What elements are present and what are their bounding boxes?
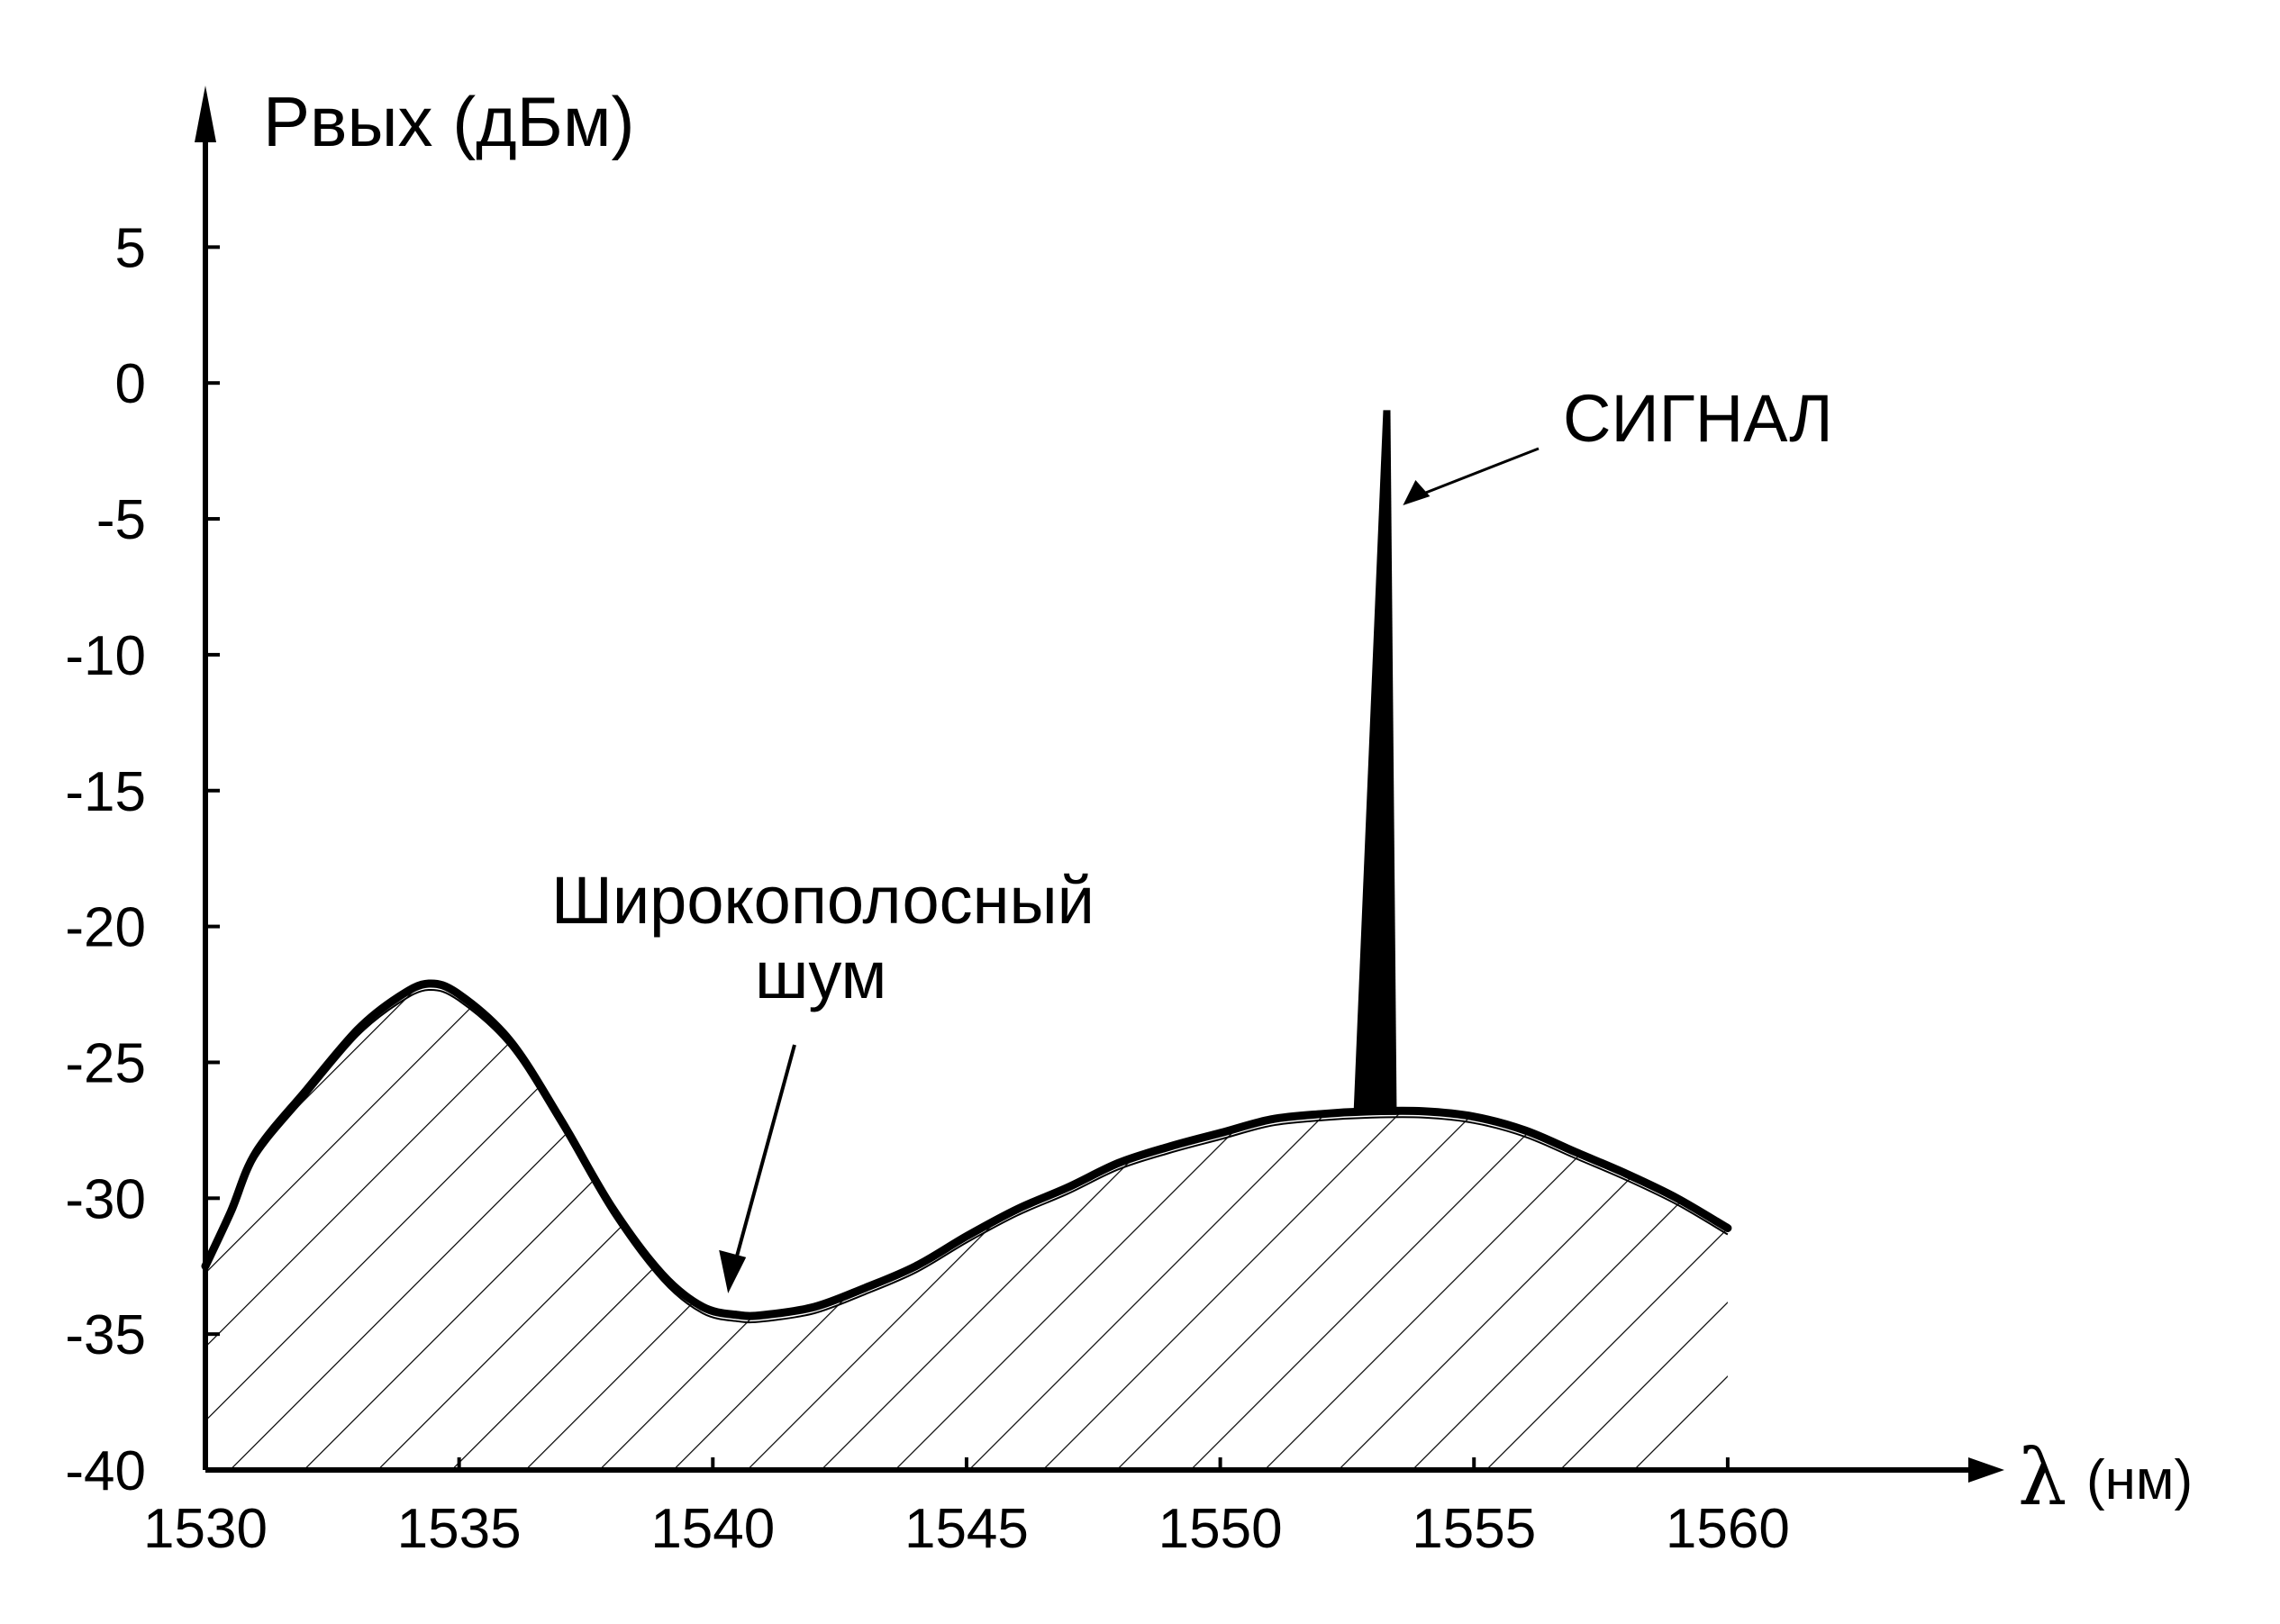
noise-label-line-2: шум	[755, 938, 886, 1012]
y-axis-arrowhead	[195, 86, 216, 142]
y-tick-label: 5	[115, 217, 146, 279]
y-tick-label: -5	[96, 489, 146, 551]
x-tick-label: 1555	[1412, 1498, 1536, 1560]
noise-curve-outline	[204, 988, 1729, 1324]
signal-pointer-line	[1411, 447, 1540, 500]
x-tick-label: 1560	[1666, 1498, 1790, 1560]
y-tick-label: -30	[65, 1168, 146, 1230]
plot-layer	[201, 410, 1732, 1470]
noise-label-line-1: Широкополосный	[551, 863, 1095, 938]
noise-pointer-line	[730, 1044, 796, 1276]
x-tick-label: 1550	[1158, 1498, 1283, 1560]
noise-hatch-area	[205, 983, 1728, 1470]
x-axis-arrowhead	[1968, 1457, 2004, 1483]
axes-layer: 1530 1535 1540 1545 1550 1555 1560 5 0 -5 -10 -15 -2…	[65, 86, 2004, 1560]
y-axis-title: Pвых (дБм)	[263, 82, 634, 161]
y-tick-label: 0	[115, 353, 146, 415]
y-tick-label: -25	[65, 1032, 146, 1094]
x-axis-unit: (нм)	[2086, 1449, 2193, 1511]
noise-pointer-head	[719, 1249, 747, 1293]
y-tick-label: -40	[65, 1440, 146, 1502]
y-tick-label: -15	[65, 761, 146, 823]
signal-pointer-head	[1403, 479, 1431, 505]
y-tick-label: -35	[65, 1304, 146, 1366]
x-tick-label: 1540	[650, 1498, 775, 1560]
y-tick-label: -20	[65, 897, 146, 959]
y-tick-label: -10	[65, 625, 146, 687]
x-tick-label: 1545	[904, 1498, 1029, 1560]
x-tick-label: 1535	[397, 1498, 522, 1560]
x-tick-label: 1530	[143, 1498, 268, 1560]
x-axis-symbol: λ	[2018, 1433, 2067, 1523]
signal-peak	[1353, 410, 1397, 1115]
signal-label: СИГНАЛ	[1563, 381, 1833, 456]
noise-curve	[201, 979, 1732, 1320]
